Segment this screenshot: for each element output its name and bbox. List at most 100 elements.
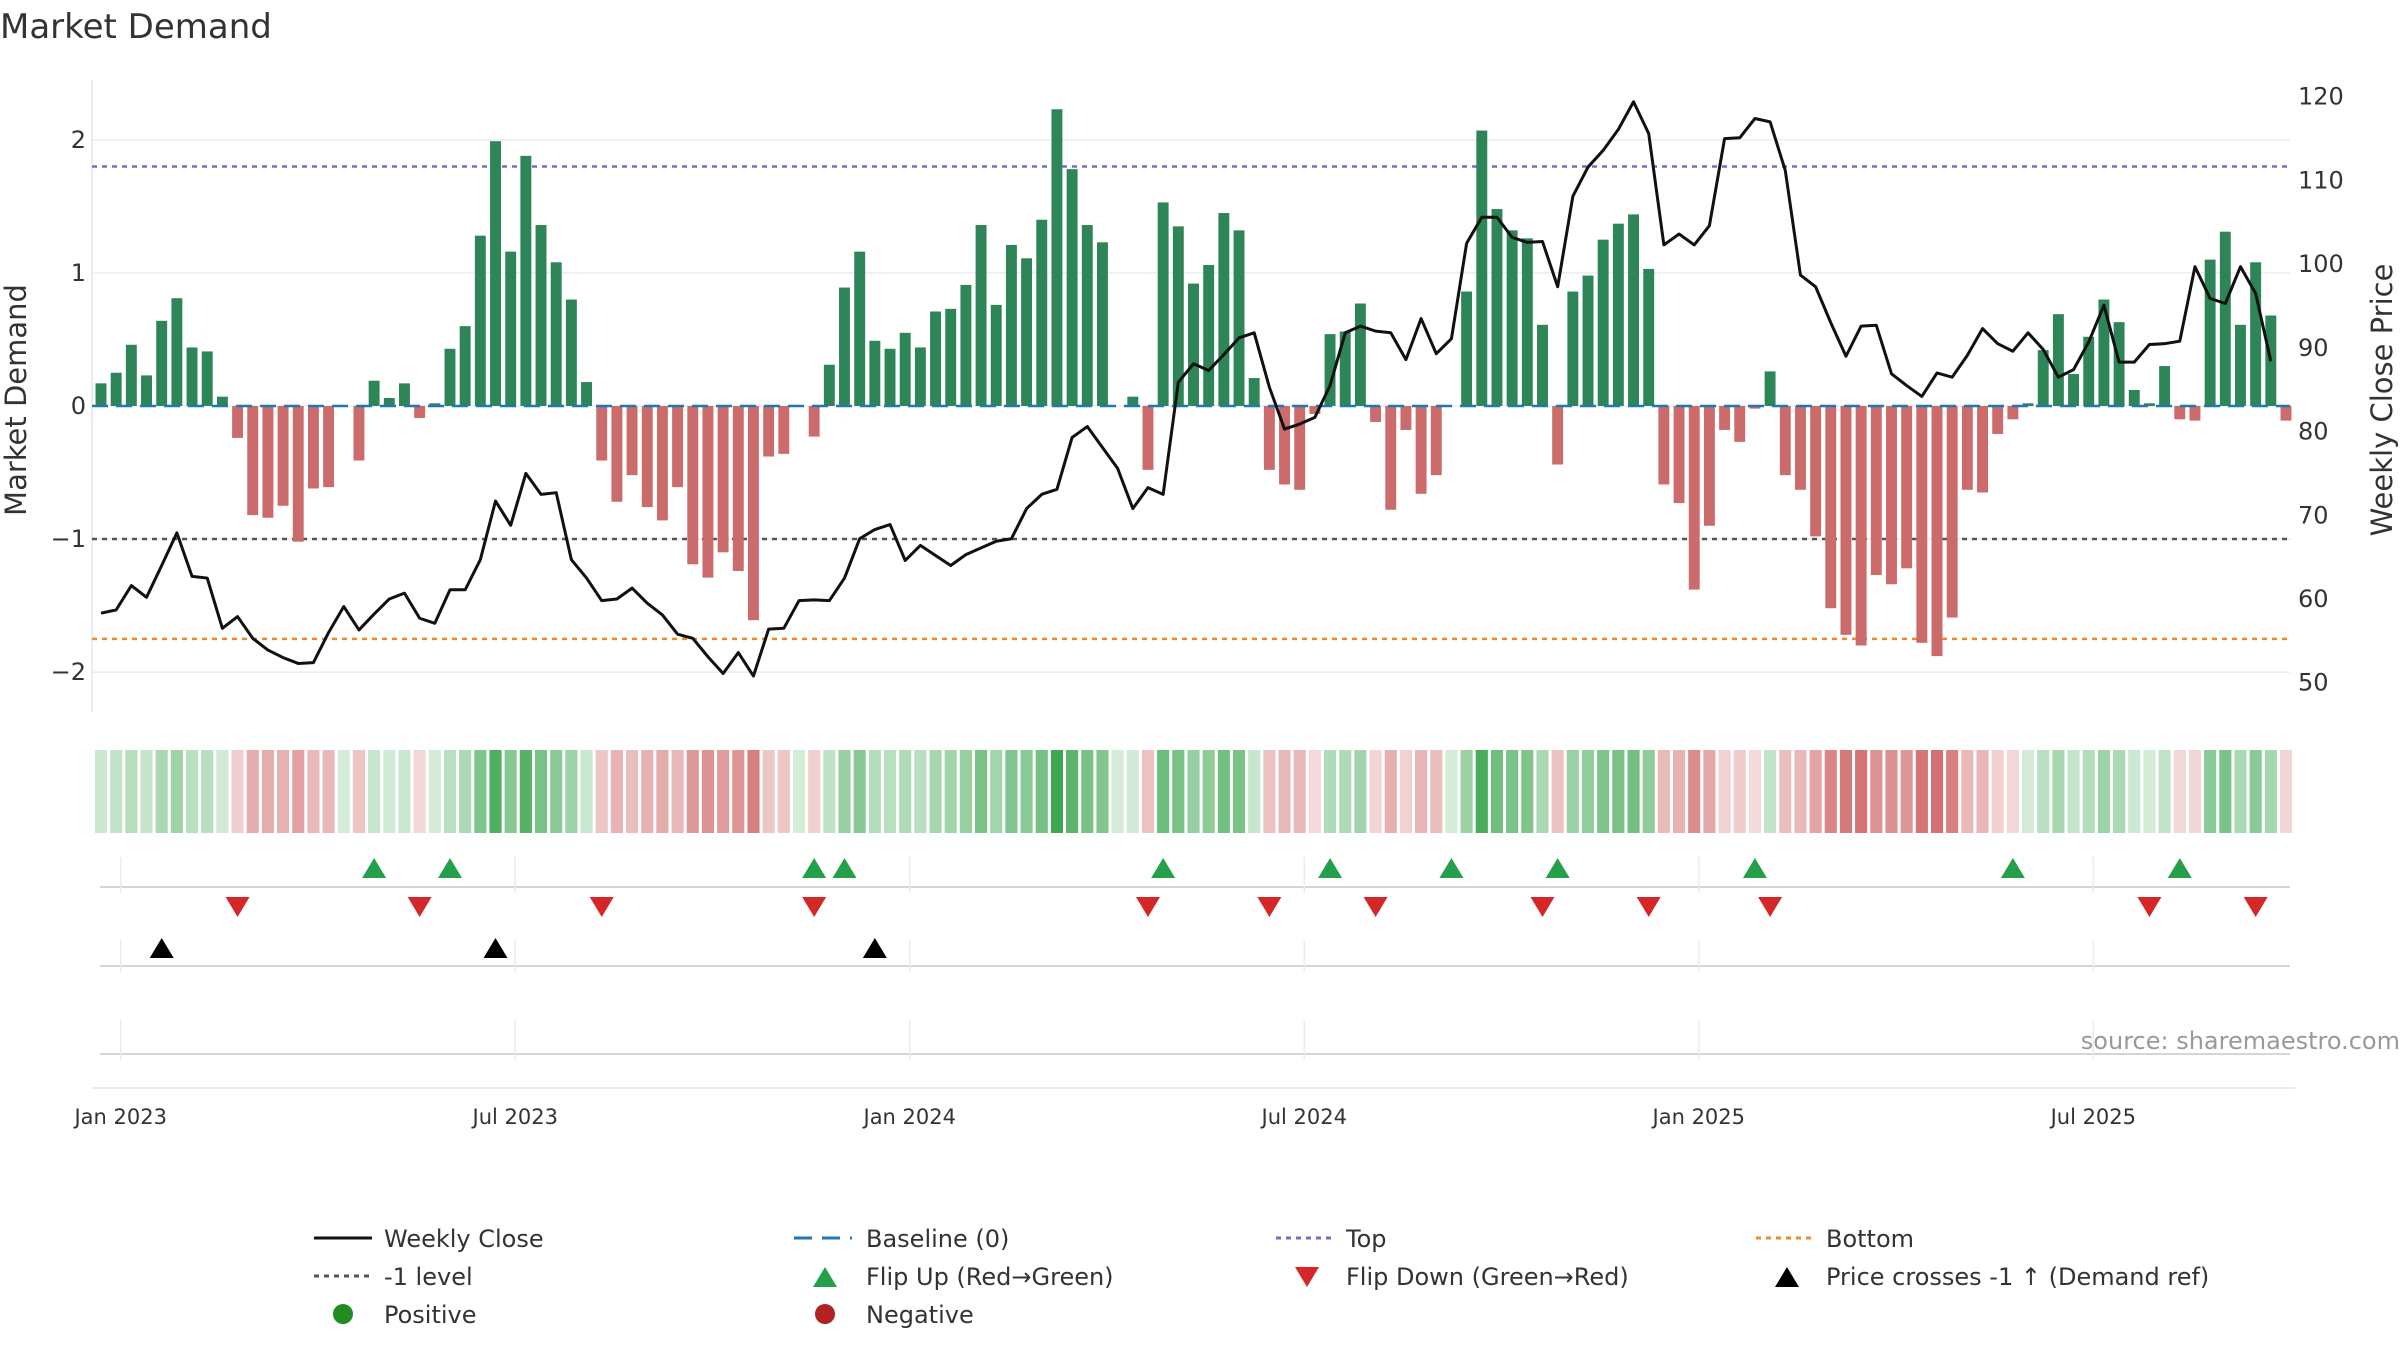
demand-bar <box>1840 405 1852 635</box>
heat-strip-cell <box>261 750 274 833</box>
heat-strip-cell <box>1915 750 1928 833</box>
demand-bar <box>323 405 335 488</box>
heat-strip-cell <box>899 750 912 833</box>
heat-strip-cell <box>459 750 472 833</box>
demand-bar <box>1005 244 1017 406</box>
flip-up-swatch <box>813 1267 837 1287</box>
demand-bar <box>1188 283 1199 406</box>
flip-down-marker <box>1530 897 1555 917</box>
heat-strip-cell <box>1111 750 1124 833</box>
demand-bar <box>1582 275 1594 406</box>
y2tick-label: 100 <box>2298 250 2344 278</box>
heat-strip-cell <box>2006 750 2019 833</box>
x-tick-labels: Jan 2023 Jul 2023 Jan 2024 Jul 2024 Jan … <box>72 1105 2136 1129</box>
demand-bar <box>975 225 987 406</box>
flip-down-marker <box>1758 897 1783 917</box>
heat-strip-cell <box>853 750 866 833</box>
demand-bar <box>1279 405 1290 485</box>
demand-bar <box>1916 405 1928 643</box>
demand-bar <box>2250 262 2262 406</box>
heat-strip-cell <box>1885 750 1898 833</box>
heat-strip-cell <box>990 750 1003 833</box>
heat-strip-cell <box>1035 750 1048 833</box>
flip-up-marker <box>1439 858 1464 878</box>
heat-strip-cell <box>504 750 517 833</box>
demand-heat-strip <box>94 750 2293 833</box>
demand-bar <box>748 405 759 621</box>
flip-up-marker <box>1742 858 1767 878</box>
demand-bar <box>2189 405 2201 421</box>
heat-strip-cell <box>1809 750 1822 833</box>
demand-bar <box>2280 405 2292 421</box>
flip-down-marker <box>802 897 827 917</box>
heat-strip-cell <box>1930 750 1944 833</box>
demand-bar <box>808 405 820 437</box>
heat-strip-cell <box>1460 750 1473 833</box>
demand-bar <box>1461 291 1473 406</box>
heat-strip-cell <box>2158 750 2171 833</box>
xtick-label: Jul 2023 <box>471 1105 558 1129</box>
demand-bar <box>778 405 790 454</box>
demand-bar <box>1021 258 1033 406</box>
heat-strip-cell <box>413 750 426 833</box>
demand-bar <box>2235 324 2246 406</box>
heat-strip-cell <box>823 750 836 833</box>
demand-bar <box>1855 405 1867 646</box>
heat-strip-cell <box>1187 750 1200 833</box>
flip-up-marker <box>437 858 462 878</box>
demand-bar <box>1097 242 1108 406</box>
demand-bar <box>1051 109 1063 406</box>
heat-strip-cell <box>975 750 988 833</box>
flip-down-marker <box>1135 897 1160 917</box>
y2tick-label: 120 <box>2298 83 2344 111</box>
heat-strip-cell <box>2234 750 2247 833</box>
demand-bar <box>1415 405 1427 494</box>
heat-strip-cell <box>1900 750 1913 833</box>
flip-down-marker <box>1363 897 1388 917</box>
heat-strip-cell <box>1415 750 1428 833</box>
demand-bar <box>535 225 547 406</box>
demand-bar <box>1688 405 1700 590</box>
heat-strip-cell <box>595 750 608 833</box>
heat-strip-cell <box>701 750 715 833</box>
demand-bar <box>914 347 926 406</box>
heat-strip-cell <box>1445 750 1458 833</box>
heat-strip-cell <box>883 750 897 833</box>
demand-bar <box>2143 403 2155 406</box>
heat-strip-cell <box>1339 750 1352 833</box>
heat-strip-cell <box>2097 750 2110 833</box>
heat-strip-cell <box>1642 750 1655 833</box>
flip-up-marker <box>2167 858 2192 878</box>
heat-strip-cell <box>1172 750 1185 833</box>
demand-bar <box>1658 405 1670 485</box>
demand-bar <box>1719 405 1731 430</box>
demand-bar <box>1157 202 1169 406</box>
demand-bar <box>1036 219 1048 406</box>
demand-bar <box>1931 405 1943 657</box>
heat-strip-cell <box>2143 750 2156 833</box>
demand-bar <box>1612 223 1624 406</box>
legend-label: Baseline (0) <box>866 1225 1009 1253</box>
heat-strip-cell <box>2264 750 2277 833</box>
demand-bar <box>474 235 486 406</box>
xtick-label: Jan 2024 <box>862 1105 957 1129</box>
heat-strip-cell <box>1824 750 1837 833</box>
demand-bar <box>1673 405 1685 504</box>
chart-title: Market Demand <box>0 7 272 47</box>
heat-strip-cell <box>1946 750 1959 833</box>
demand-bar <box>1734 405 1746 442</box>
heat-strip-cell <box>1369 750 1382 833</box>
demand-bar <box>1794 405 1806 490</box>
demand-bar <box>1946 405 1958 618</box>
heat-strip-cell <box>838 750 851 833</box>
demand-bar <box>1476 130 1488 406</box>
demand-bar <box>717 405 729 553</box>
demand-bar <box>459 326 471 406</box>
flip-down-marker <box>407 897 432 917</box>
legend-bottom: Bottom <box>1756 1225 1914 1253</box>
heat-strip-cell <box>489 750 502 833</box>
heat-strip-cell <box>550 750 563 833</box>
demand-bar <box>1749 405 1761 409</box>
flip-up-marker <box>1545 858 1570 878</box>
main-plot-panel: 2 1 0 −1 −2 120 110 100 90 80 70 60 50 M… <box>0 80 2399 712</box>
